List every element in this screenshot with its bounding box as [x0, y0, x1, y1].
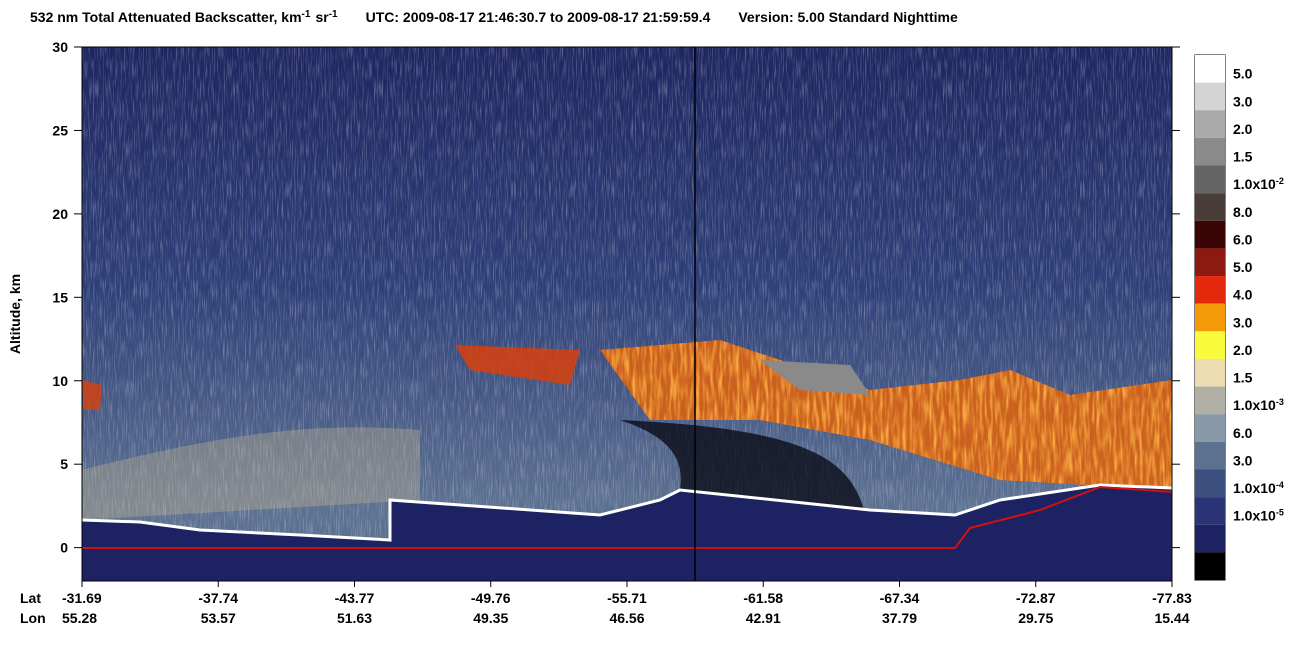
colorbar-swatch [1195, 497, 1225, 525]
colorbar-label-exp: -5 [1276, 508, 1284, 518]
title-part: sr [315, 9, 329, 25]
colorbar-label: 4.0 [1233, 287, 1253, 303]
colorbar-label-text: 1.0x10 [1233, 176, 1276, 192]
lat-label: -49.76 [471, 590, 511, 606]
y-tick-label: 5 [60, 456, 68, 472]
colorbar-label: 1.0x10-3 [1233, 397, 1284, 413]
lat-label: -43.77 [335, 590, 375, 606]
y-tick-label: 15 [52, 289, 68, 305]
colorbar-label: 5.0 [1233, 259, 1253, 275]
lon-label: 15.44 [1154, 610, 1189, 626]
colorbar-swatch [1195, 110, 1225, 138]
lat-label: -31.69 [62, 590, 102, 606]
y-tick-label: 20 [52, 206, 68, 222]
colorbar-label-text: 5.0 [1233, 66, 1253, 82]
colorbar-swatch [1195, 82, 1225, 111]
lon-label: 37.79 [882, 610, 917, 626]
colorbar-label: 5.0 [1233, 66, 1253, 82]
colorbar-label: 8.0 [1233, 204, 1253, 220]
colorbar-label-text: 4.0 [1233, 287, 1253, 303]
colorbar-label-text: 1.0x10 [1233, 508, 1276, 524]
colorbar-label-text: 2.0 [1233, 121, 1253, 137]
title-part: -1 [329, 9, 338, 20]
colorbar-label-text: 1.5 [1233, 149, 1253, 165]
colorbar-swatch [1195, 55, 1225, 83]
colorbar-swatch [1195, 441, 1225, 470]
colorbar-label-text: 3.0 [1233, 93, 1253, 109]
lat-label: -72.87 [1016, 590, 1056, 606]
colorbar-label: 2.0 [1233, 121, 1253, 137]
colorbar-label: 1.5 [1233, 370, 1253, 386]
lat-label: -61.58 [743, 590, 783, 606]
y-tick-label: 0 [60, 540, 68, 556]
colorbar-label: 6.0 [1233, 425, 1253, 441]
colorbar-swatch [1195, 165, 1225, 194]
title-part: Version: 5.00 Standard Nighttime [738, 9, 958, 25]
lon-label: 42.91 [746, 610, 781, 626]
colorbar-swatch [1195, 414, 1225, 442]
curtain-image [82, 47, 1172, 581]
lon-label: 46.56 [609, 610, 644, 626]
colorbar-label-text: 3.0 [1233, 452, 1253, 468]
colorbar-label: 2.0 [1233, 342, 1253, 358]
lat-label: -77.83 [1152, 590, 1192, 606]
colorbar-label-text: 1.0x10 [1233, 397, 1276, 413]
colorbar-label: 3.0 [1233, 314, 1253, 330]
colorbar-swatch [1195, 386, 1225, 415]
colorbar-swatch [1195, 248, 1225, 277]
colorbar-label-text: 8.0 [1233, 204, 1253, 220]
x-row-label: Lat [20, 590, 41, 606]
x-row-label: Lon [20, 610, 46, 626]
colorbar-label-exp: -3 [1276, 397, 1284, 407]
y-axis-label: Altitude, km [7, 274, 23, 354]
colorbar-label: 3.0 [1233, 93, 1253, 109]
lon-label: 55.28 [62, 610, 97, 626]
title-part: -1 [302, 9, 311, 20]
lat-label: -67.34 [880, 590, 920, 606]
colorbar-label-exp: -2 [1276, 176, 1284, 186]
colorbar-swatch [1195, 358, 1225, 387]
lon-label: 29.75 [1018, 610, 1053, 626]
colorbar-label-text: 1.0x10 [1233, 480, 1276, 496]
colorbar-label-text: 5.0 [1233, 259, 1253, 275]
colorbar-label-exp: -4 [1276, 480, 1284, 490]
colorbar-swatch [1195, 137, 1225, 166]
lon-label: 49.35 [473, 610, 508, 626]
title-part: 532 nm Total Attenuated Backscatter, km [30, 9, 302, 25]
colorbar-label-text: 1.5 [1233, 370, 1253, 386]
lat-label: -55.71 [607, 590, 647, 606]
colorbar-label: 1.0x10-2 [1233, 176, 1284, 192]
colorbar-label: 1.5 [1233, 149, 1253, 165]
colorbar-label-text: 2.0 [1233, 342, 1253, 358]
y-tick-label: 10 [52, 373, 68, 389]
colorbar-swatch [1195, 220, 1225, 249]
colorbar-label: 3.0 [1233, 452, 1253, 468]
y-tick-label: 30 [52, 39, 68, 55]
colorbar-swatch [1195, 276, 1225, 304]
colorbar-label: 6.0 [1233, 231, 1253, 247]
chart-title: 532 nm Total Attenuated Backscatter, km-… [30, 9, 958, 26]
colorbar-label: 1.0x10-4 [1233, 480, 1284, 496]
lon-label: 53.57 [201, 610, 236, 626]
colorbar-swatch [1195, 331, 1225, 359]
y-tick-label: 25 [52, 122, 68, 138]
colorbar-label-text: 6.0 [1233, 425, 1253, 441]
colorbar-swatch [1195, 303, 1225, 332]
colorbar-label-text: 3.0 [1233, 314, 1253, 330]
colorbar-label: 1.0x10-5 [1233, 508, 1284, 524]
lat-label: -37.74 [198, 590, 238, 606]
colorbar-swatch [1195, 193, 1225, 221]
colorbar-label-text: 6.0 [1233, 231, 1253, 247]
colorbar-swatch [1195, 469, 1225, 498]
colorbar-swatch [1195, 524, 1225, 553]
colorbar-swatch [1195, 552, 1225, 580]
title-part: UTC: 2009-08-17 21:46:30.7 to 2009-08-17… [366, 9, 711, 25]
lon-label: 51.63 [337, 610, 372, 626]
